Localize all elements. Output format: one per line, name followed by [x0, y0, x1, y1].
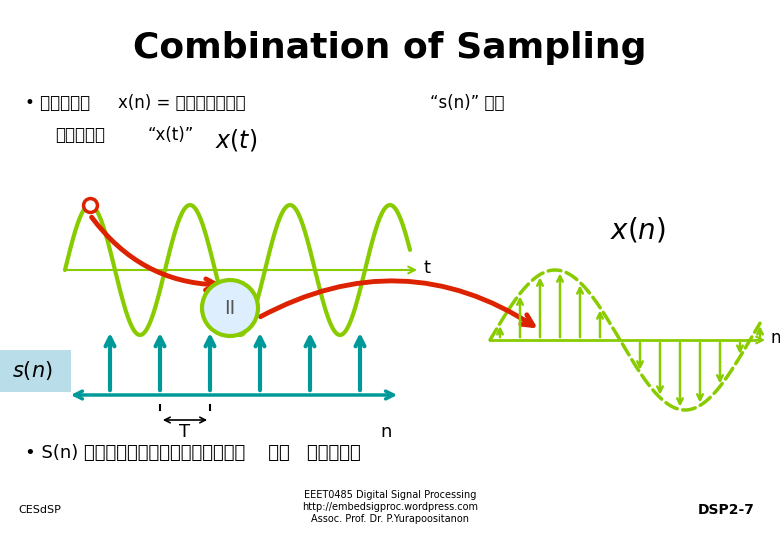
Text: “x(t)”: “x(t)” [148, 126, 194, 144]
Text: x(n) = สญญาณสม: x(n) = สญญาณสม [118, 94, 246, 112]
Text: T: T [179, 423, 190, 441]
Text: II: II [225, 299, 236, 318]
Text: “s(n)” คณ: “s(n)” คณ [430, 94, 505, 112]
Text: CESdSP: CESdSP [18, 505, 61, 515]
Text: • S(n) ประกอบจากสวนยอย    คอ   อมพลส: • S(n) ประกอบจากสวนยอย คอ อมพลส [25, 444, 360, 462]
Text: t: t [424, 259, 431, 277]
Text: n: n [380, 423, 392, 441]
Text: EEET0485 Digital Signal Processing
http://embedsigproc.wordpress.com
Assoc. Prof: EEET0485 Digital Signal Processing http:… [302, 490, 478, 524]
Text: สญญาณ: สญญาณ [55, 126, 105, 144]
FancyBboxPatch shape [0, 350, 71, 392]
Text: $s(n)$: $s(n)$ [12, 359, 52, 381]
Text: $x(n)$: $x(n)$ [610, 215, 666, 245]
Text: $x(t)$: $x(t)$ [215, 127, 257, 153]
Text: DSP2-7: DSP2-7 [698, 503, 755, 517]
Text: n: n [770, 329, 780, 347]
Circle shape [202, 280, 258, 336]
Text: Combination of Sampling: Combination of Sampling [133, 31, 647, 65]
Text: • สญญาณ: • สญญาณ [25, 94, 90, 112]
